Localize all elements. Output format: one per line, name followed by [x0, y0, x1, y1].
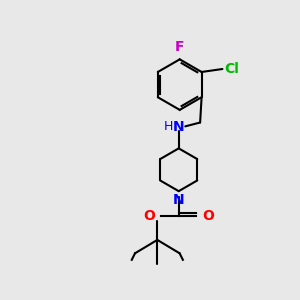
Text: O: O	[143, 208, 155, 223]
Text: F: F	[175, 40, 184, 54]
Text: Cl: Cl	[224, 62, 239, 76]
Text: N: N	[173, 193, 184, 207]
Text: N: N	[173, 120, 184, 134]
Text: H: H	[164, 121, 173, 134]
Text: O: O	[202, 208, 214, 223]
